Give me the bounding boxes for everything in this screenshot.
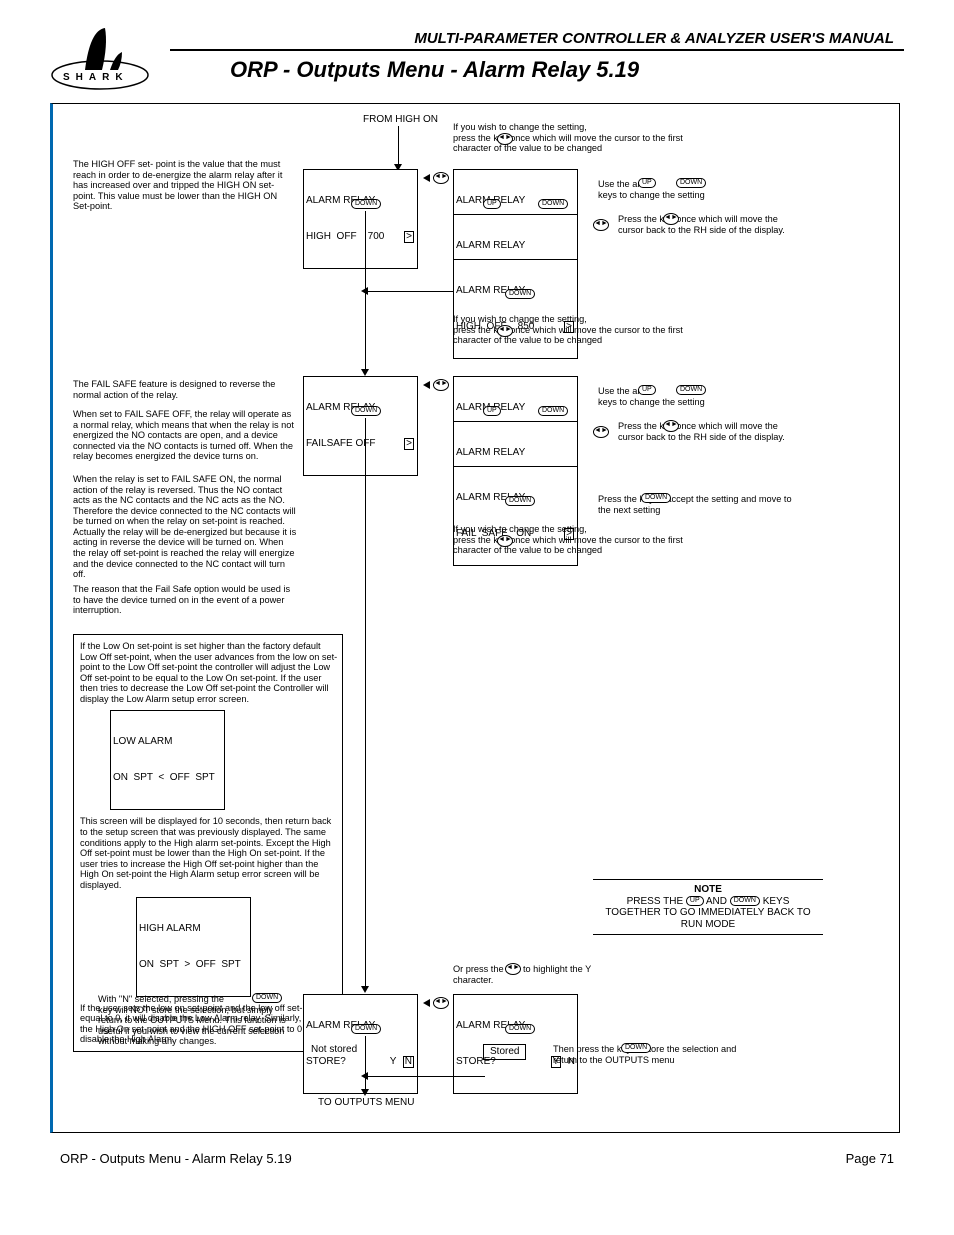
note-line3: RUN MODE <box>601 919 815 931</box>
down-key-icon: DOWN <box>641 493 671 503</box>
note-line2: TOGETHER TO GO IMMEDIATELY BACK TO <box>601 907 815 919</box>
svg-text:SHARK: SHARK <box>63 72 129 83</box>
arrow-icon <box>361 369 369 376</box>
lr-key-icon: ◄► <box>497 325 513 337</box>
connector-line <box>365 1036 366 1076</box>
lcd-high-alarm: HIGH ALARM ON SPT > OFF SPT <box>136 897 251 997</box>
lr-key-icon: ◄► <box>433 379 449 391</box>
to-outputs-menu-label: TO OUTPUTS MENU <box>318 1097 414 1109</box>
lcd-line1: ALARM RELAY <box>456 447 575 459</box>
up-key-icon: UP <box>638 385 656 395</box>
manual-title: MULTI-PARAMETER CONTROLLER & ANALYZER US… <box>170 30 904 51</box>
shark-logo: SHARK <box>50 20 150 90</box>
section-title: ORP - Outputs Menu - Alarm Relay 5.19 <box>230 57 904 83</box>
low-alarm-screen-desc: This screen will be displayed for 10 sec… <box>80 816 338 890</box>
down-key-icon: DOWN <box>730 896 760 906</box>
down-key-icon: DOWN <box>538 406 568 416</box>
arrow-icon <box>423 174 430 182</box>
lr-key-icon: ◄► <box>663 420 679 432</box>
lr-key-icon: ◄► <box>433 997 449 1009</box>
footer-left: ORP - Outputs Menu - Alarm Relay 5.19 <box>60 1151 292 1166</box>
not-stored-label: Not stored <box>311 1044 357 1056</box>
down-key-icon: DOWN <box>505 289 535 299</box>
up-key-icon: UP <box>638 178 656 188</box>
lcd-line2: ON SPT > OFF SPT <box>139 959 248 971</box>
lcd-line1: ALARM RELAY <box>456 240 575 252</box>
note-box: NOTE PRESS THE UP AND DOWN KEYS TOGETHER… <box>593 879 823 935</box>
down-key-icon: DOWN <box>505 1024 535 1034</box>
note-text: KEYS <box>760 896 789 907</box>
connector-line <box>365 291 453 292</box>
note-text: PRESS THE <box>627 896 686 907</box>
lr-key-icon: ◄► <box>433 172 449 184</box>
lcd-yn: Y <box>390 1056 402 1067</box>
lcd-line2: STORE? <box>306 1056 346 1068</box>
lcd-line1: HIGH ALARM <box>139 923 248 935</box>
failsafe-off-desc: When set to FAIL SAFE OFF, the relay wil… <box>73 409 298 462</box>
change-setting-text: If you wish to change the setting, press… <box>453 524 693 556</box>
stored-label: Stored <box>483 1044 526 1060</box>
alarm-error-box: If the Low On set-point is set higher th… <box>73 634 343 1052</box>
page-footer: ORP - Outputs Menu - Alarm Relay 5.19 Pa… <box>50 1151 904 1166</box>
lcd-high-off-700: ALARM RELAY HIGH OFF 700> <box>303 169 418 269</box>
down-key-icon: DOWN <box>676 178 706 188</box>
accept-next-text: Press the key to accept the setting and … <box>598 494 798 515</box>
or-press-text: Or press the key to highlight the Y char… <box>453 964 633 985</box>
lr-key-icon: ◄► <box>497 133 513 145</box>
low-on-desc: If the Low On set-point is set higher th… <box>80 641 338 704</box>
page-header: SHARK MULTI-PARAMETER CONTROLLER & ANALY… <box>50 30 904 83</box>
up-key-icon: UP <box>686 896 704 906</box>
high-off-description: The HIGH OFF set- point is the value tha… <box>73 159 283 212</box>
press-rh-text: Press the key once which will move the c… <box>618 421 798 442</box>
connector-line <box>365 211 366 291</box>
down-key-icon: DOWN <box>252 993 282 1003</box>
lcd-low-alarm: LOW ALARM ON SPT < OFF SPT <box>110 710 225 810</box>
note-text: AND <box>704 896 730 907</box>
lcd-line2: ON SPT < OFF SPT <box>113 772 222 784</box>
lr-key-icon: ◄► <box>593 426 609 438</box>
down-key-icon: DOWN <box>351 406 381 416</box>
note-title: NOTE <box>601 884 815 896</box>
lcd-line1: LOW ALARM <box>113 736 222 748</box>
lcd-failsafe-off: ALARM RELAY FAILSAFE OFF> <box>303 376 418 476</box>
footer-right: Page 71 <box>846 1151 894 1166</box>
connector-line <box>365 418 366 988</box>
lr-key-icon: ◄► <box>505 963 521 975</box>
lr-key-icon: ◄► <box>593 219 609 231</box>
arrow-icon <box>423 381 430 389</box>
change-setting-text: If you wish to change the setting, press… <box>453 122 703 154</box>
from-high-on-label: FROM HIGH ON <box>363 114 438 126</box>
down-key-icon: DOWN <box>505 496 535 506</box>
down-key-icon: DOWN <box>351 1024 381 1034</box>
press-rh-text: Press the key once which will move the c… <box>618 214 798 235</box>
change-setting-text: If you wish to change the setting, press… <box>453 314 693 346</box>
failsafe-reason: The reason that the Fail Safe option wou… <box>73 584 298 616</box>
connector-line <box>365 1076 485 1077</box>
failsafe-on-desc: When the relay is set to FAIL SAFE ON, t… <box>73 474 298 580</box>
connector-line <box>365 1076 366 1091</box>
then-press-store: Then press the key to store the selectio… <box>553 1044 753 1065</box>
lr-key-icon: ◄► <box>497 535 513 547</box>
up-key-icon: UP <box>483 199 501 209</box>
arrow-icon <box>361 986 369 993</box>
down-key-icon: DOWN <box>351 199 381 209</box>
lr-key-icon: ◄► <box>663 213 679 225</box>
connector-line <box>398 126 399 166</box>
down-key-icon: DOWN <box>676 385 706 395</box>
cursor-box: > <box>404 438 414 450</box>
connector-line <box>365 291 366 371</box>
failsafe-intro: The FAIL SAFE feature is designed to rev… <box>73 379 298 400</box>
cursor-box: > <box>404 231 414 243</box>
arrow-icon <box>423 999 430 1007</box>
cursor-box: N <box>403 1056 414 1068</box>
diagram-frame: FROM HIGH ON The HIGH OFF set- point is … <box>50 103 900 1133</box>
up-key-icon: UP <box>483 406 501 416</box>
note-line1: PRESS THE UP AND DOWN KEYS <box>601 896 815 908</box>
down-key-icon: DOWN <box>621 1043 651 1053</box>
down-key-icon: DOWN <box>538 199 568 209</box>
lcd-line2: HIGH OFF 700 <box>306 231 384 243</box>
